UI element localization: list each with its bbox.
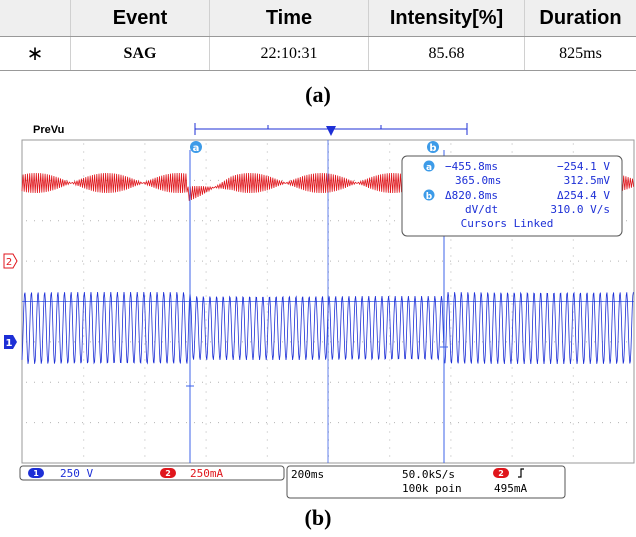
oscilloscope-screen: PreVu a b 2 1 a b −455.8ms −254.1 V 365.…: [0, 120, 636, 500]
event-cell: SAG: [71, 37, 210, 71]
readout-cursor-b-icon-label: b: [426, 192, 433, 202]
caption-a: (a): [0, 82, 636, 108]
intensity-cell: 85.68: [369, 37, 525, 71]
duration-column-header: Duration: [525, 0, 636, 37]
readout-row3-left: Δ820.8ms: [445, 189, 498, 202]
cursor-a-badge-label: a: [193, 143, 200, 154]
cursor-readout-box: a b −455.8ms −254.1 V 365.0ms 312.5mV Δ8…: [402, 156, 622, 236]
row-marker: ∗: [0, 37, 71, 71]
ch2-scale: 250mA: [190, 467, 223, 480]
sample-rate: 50.0kS/s: [402, 468, 455, 481]
record-length: 100k poin: [402, 482, 462, 495]
time-column-header: Time: [210, 0, 369, 37]
channel-2-marker-label: 2: [6, 257, 12, 268]
channel-1-marker-label: 1: [6, 338, 13, 349]
readout-row2-right: 312.5mV: [564, 174, 611, 187]
readout-row2-left: 365.0ms: [455, 174, 501, 187]
event-table: Event Time Intensity[%] Duration ∗ SAG 2…: [0, 0, 636, 71]
trigger-level: 495mA: [494, 482, 527, 495]
table-row[interactable]: ∗ SAG 22:10:31 85.68 825ms: [0, 37, 636, 71]
ch2-scale-badge-label: 2: [165, 469, 171, 478]
ch1-scale: 250 V: [60, 467, 93, 480]
table-header-row: Event Time Intensity[%] Duration: [0, 0, 636, 37]
cursors-linked-label: Cursors Linked: [461, 217, 554, 230]
readout-row4-left: dV/dt: [465, 203, 498, 216]
readout-row1-left: −455.8ms: [445, 160, 498, 173]
readout-cursor-a-icon-label: a: [426, 163, 432, 173]
event-column-header: Event: [71, 0, 210, 37]
intensity-column-header: Intensity[%]: [369, 0, 525, 37]
readout-row1-right: −254.1 V: [557, 160, 610, 173]
readout-row4-right: 310.0 V/s: [550, 203, 610, 216]
marker-column-header: [0, 0, 71, 37]
prevu-label: PreVu: [33, 124, 64, 136]
trigger-source-badge-label: 2: [498, 469, 504, 478]
timebase: 200ms: [291, 468, 324, 481]
cursor-b-badge-label: b: [429, 143, 436, 154]
time-cell: 22:10:31: [210, 37, 369, 71]
readout-row3-right: Δ254.4 V: [557, 189, 610, 202]
caption-b: (b): [0, 505, 636, 531]
ch1-scale-badge-label: 1: [33, 469, 39, 478]
duration-cell: 825ms: [525, 37, 636, 71]
